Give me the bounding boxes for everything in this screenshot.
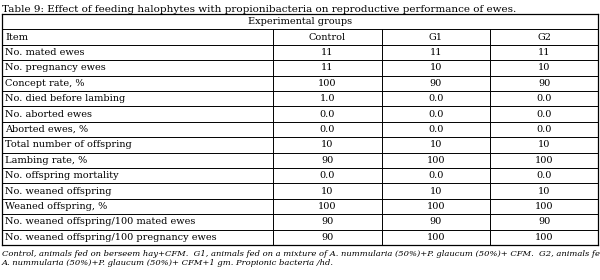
Text: 0.0: 0.0 — [428, 171, 443, 180]
Text: 0.0: 0.0 — [320, 125, 335, 134]
Text: Control, animals fed on berseem hay+CFM.  G1, animals fed on a mixture of A. num: Control, animals fed on berseem hay+CFM.… — [2, 250, 600, 258]
Text: No. aborted ewes: No. aborted ewes — [5, 109, 92, 119]
Text: 11: 11 — [321, 48, 334, 57]
Text: Experimental groups: Experimental groups — [248, 17, 352, 26]
Text: 0.0: 0.0 — [428, 94, 443, 103]
Text: Aborted ewes, %: Aborted ewes, % — [5, 125, 88, 134]
Text: 0.0: 0.0 — [536, 94, 552, 103]
Text: 90: 90 — [430, 217, 442, 227]
Text: Control: Control — [309, 32, 346, 42]
Text: 100: 100 — [318, 202, 337, 211]
Text: A. nummularia (50%)+P. glaucum (50%)+ CFM+1 gm. Propionic bacteria /hd.: A. nummularia (50%)+P. glaucum (50%)+ CF… — [2, 259, 334, 267]
Text: 0.0: 0.0 — [320, 171, 335, 180]
Text: 10: 10 — [538, 140, 550, 150]
Text: 11: 11 — [538, 48, 550, 57]
Text: No. died before lambing: No. died before lambing — [5, 94, 125, 103]
Text: 100: 100 — [535, 233, 553, 242]
Text: 90: 90 — [321, 156, 334, 165]
Text: 0.0: 0.0 — [536, 171, 552, 180]
Text: 90: 90 — [538, 79, 550, 88]
Text: 0.0: 0.0 — [536, 109, 552, 119]
Text: 10: 10 — [430, 63, 442, 73]
Text: 90: 90 — [538, 217, 550, 227]
Text: 10: 10 — [430, 140, 442, 150]
Text: No. pregnancy ewes: No. pregnancy ewes — [5, 63, 106, 73]
Text: No. mated ewes: No. mated ewes — [5, 48, 85, 57]
Text: 100: 100 — [427, 202, 445, 211]
Text: Weaned offspring, %: Weaned offspring, % — [5, 202, 107, 211]
Text: 0.0: 0.0 — [428, 109, 443, 119]
Text: 10: 10 — [538, 186, 550, 196]
Text: Concept rate, %: Concept rate, % — [5, 79, 85, 88]
Text: 100: 100 — [427, 156, 445, 165]
Text: 100: 100 — [318, 79, 337, 88]
Text: No. weaned offspring/100 pregnancy ewes: No. weaned offspring/100 pregnancy ewes — [5, 233, 217, 242]
Text: 1.0: 1.0 — [320, 94, 335, 103]
Text: 0.0: 0.0 — [536, 125, 552, 134]
Text: 100: 100 — [427, 233, 445, 242]
Text: No. weaned offspring/100 mated ewes: No. weaned offspring/100 mated ewes — [5, 217, 196, 227]
Text: 100: 100 — [535, 156, 553, 165]
Text: 11: 11 — [430, 48, 442, 57]
Text: 90: 90 — [321, 217, 334, 227]
Text: G1: G1 — [429, 32, 443, 42]
Text: No. offspring mortality: No. offspring mortality — [5, 171, 119, 180]
Text: 0.0: 0.0 — [320, 109, 335, 119]
Text: 90: 90 — [321, 233, 334, 242]
Text: 10: 10 — [321, 140, 334, 150]
Text: G2: G2 — [537, 32, 551, 42]
Text: Total number of offspring: Total number of offspring — [5, 140, 132, 150]
Text: 100: 100 — [535, 202, 553, 211]
Text: Table 9: Effect of feeding halophytes with propionibacteria on reproductive perf: Table 9: Effect of feeding halophytes wi… — [2, 4, 516, 13]
Text: 90: 90 — [430, 79, 442, 88]
Text: 10: 10 — [430, 186, 442, 196]
Text: Item: Item — [5, 32, 28, 42]
Text: 11: 11 — [321, 63, 334, 73]
Text: Lambing rate, %: Lambing rate, % — [5, 156, 87, 165]
Text: 10: 10 — [538, 63, 550, 73]
Text: No. weaned offspring: No. weaned offspring — [5, 186, 112, 196]
Text: 0.0: 0.0 — [428, 125, 443, 134]
Text: 10: 10 — [321, 186, 334, 196]
